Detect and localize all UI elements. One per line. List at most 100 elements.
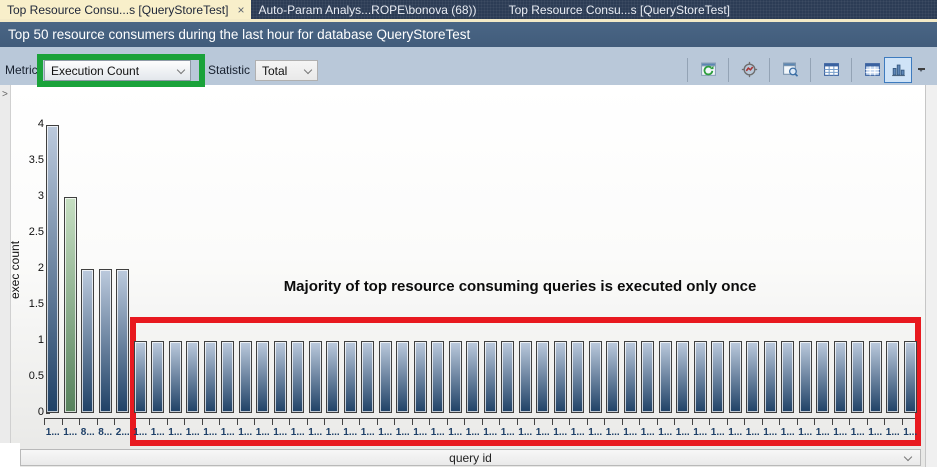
chart-bar[interactable] (588, 341, 602, 413)
view-query-text-icon (782, 62, 798, 77)
chart-bar[interactable] (676, 341, 689, 413)
chart-bar[interactable] (291, 341, 304, 413)
chart-bar[interactable] (536, 341, 549, 413)
metric-dropdown-value: Execution Count (51, 63, 140, 78)
chart-bar[interactable] (781, 341, 794, 413)
overflow-bar (917, 67, 925, 70)
close-icon[interactable]: × (237, 2, 245, 17)
chart-bar[interactable] (851, 341, 864, 413)
x-axis-dropdown[interactable]: query id (20, 449, 921, 466)
chart-bar[interactable] (658, 341, 672, 413)
chart-bar[interactable] (571, 341, 584, 413)
chart-bar[interactable] (886, 341, 899, 413)
chart-bar[interactable] (746, 341, 759, 413)
toolbar-separator (851, 57, 852, 82)
statistic-dropdown[interactable]: Total (255, 60, 318, 81)
chart-bar[interactable] (728, 341, 742, 413)
chart-bar[interactable] (868, 341, 882, 413)
chart-bar[interactable] (63, 197, 77, 413)
chart-bar[interactable] (903, 341, 917, 413)
chart-bar[interactable] (763, 341, 777, 413)
chart-bar[interactable] (203, 341, 217, 413)
chart-bar[interactable] (238, 341, 252, 413)
chart-annotation-text: Majority of top resource consuming queri… (283, 278, 757, 295)
chart-bar[interactable] (221, 341, 234, 413)
corner-filler (0, 443, 20, 467)
grid-view-button[interactable] (819, 58, 843, 82)
vertical-scrollbar[interactable] (925, 85, 937, 467)
chart-bar[interactable] (273, 341, 287, 413)
chart-bar[interactable] (46, 125, 59, 413)
chevron-down-icon (303, 65, 313, 75)
view-toolbar (679, 56, 925, 83)
tab-label: Top Resource Consu...s [QueryStoreTest] (7, 2, 229, 17)
view-query-text-button[interactable] (778, 58, 802, 82)
chart-bar[interactable] (413, 341, 427, 413)
tab-top-resource-consumers-2[interactable]: Top Resource Consu...s [QueryStoreTest] (502, 0, 737, 19)
chart-bar[interactable] (483, 341, 497, 413)
chart-bar[interactable] (448, 341, 462, 413)
chart-bar[interactable] (623, 341, 637, 413)
chart-bar[interactable] (98, 269, 112, 413)
chart-bar[interactable] (553, 341, 567, 413)
chart-bar[interactable] (343, 341, 357, 413)
expand-chevron-icon: > (2, 89, 8, 100)
tab-bar-accent-line (0, 19, 937, 22)
chart-bar[interactable] (798, 341, 812, 413)
chart-bar[interactable] (361, 341, 374, 413)
grid-icon (823, 63, 839, 76)
report-title-bar: Top 50 resource consumers during the las… (0, 22, 937, 47)
chart-bar[interactable] (816, 341, 829, 413)
track-query-icon (741, 61, 757, 78)
tab-auto-param-analysis[interactable]: Auto-Param Analys...ROPE\bonova (68)) (251, 0, 483, 19)
toolbar-overflow-button[interactable] (917, 67, 925, 72)
chart-bar[interactable] (833, 341, 847, 413)
tab-top-resource-consumers-active[interactable]: Top Resource Consu...s [QueryStoreTest] … (0, 0, 252, 19)
toolbar-separator (769, 57, 770, 82)
chart-bar[interactable] (133, 341, 147, 413)
chart-bar[interactable] (518, 341, 532, 413)
chevron-down-icon (903, 452, 913, 462)
chart-bar[interactable] (168, 341, 182, 413)
chart-view-icon (891, 64, 905, 77)
tab-label: Auto-Param Analys...ROPE\bonova (68)) (258, 2, 477, 17)
chart-bar[interactable] (641, 341, 654, 413)
chart-bar[interactable] (151, 341, 164, 413)
refresh-icon (700, 62, 716, 76)
refresh-button[interactable] (696, 58, 720, 82)
chart-bar[interactable] (116, 269, 129, 413)
metric-dropdown[interactable]: Execution Count (44, 60, 191, 81)
chart-view-button[interactable] (884, 56, 912, 83)
toolbar-separator (728, 57, 729, 82)
statistic-label: Statistic (208, 63, 251, 77)
chart-bar[interactable] (378, 341, 392, 413)
toolbar-separator (810, 57, 811, 82)
chart-bar[interactable] (308, 341, 322, 413)
collapsed-pane-splitter[interactable]: > (0, 85, 11, 443)
chart-bar[interactable] (693, 341, 707, 413)
metric-label: Metric (5, 63, 38, 77)
chart-bar[interactable] (606, 341, 619, 413)
x-axis-title: query id (449, 450, 492, 465)
chevron-down-icon (918, 67, 924, 72)
chart-bar[interactable] (81, 269, 94, 413)
y-axis-title: exec count (8, 240, 22, 300)
grid-numeric-icon (864, 63, 880, 76)
chart-bar[interactable] (256, 341, 269, 413)
chart-bar[interactable] (396, 341, 409, 413)
chevron-down-icon (176, 65, 186, 75)
grid-numeric-view-button[interactable] (860, 58, 884, 82)
track-query-button[interactable] (737, 58, 761, 82)
chart-bar[interactable] (711, 341, 724, 413)
chart-bar[interactable] (466, 341, 479, 413)
page-title: Top 50 resource consumers during the las… (8, 27, 471, 42)
document-tab-bar: Top Resource Consu...s [QueryStoreTest] … (0, 0, 937, 19)
toolbar-separator (687, 57, 688, 82)
chart-bar[interactable] (186, 341, 199, 413)
tab-label: Top Resource Consu...s [QueryStoreTest] (508, 2, 730, 17)
chart-bar[interactable] (326, 341, 339, 413)
chart-bar[interactable] (501, 341, 514, 413)
chart-bar[interactable] (431, 341, 444, 413)
